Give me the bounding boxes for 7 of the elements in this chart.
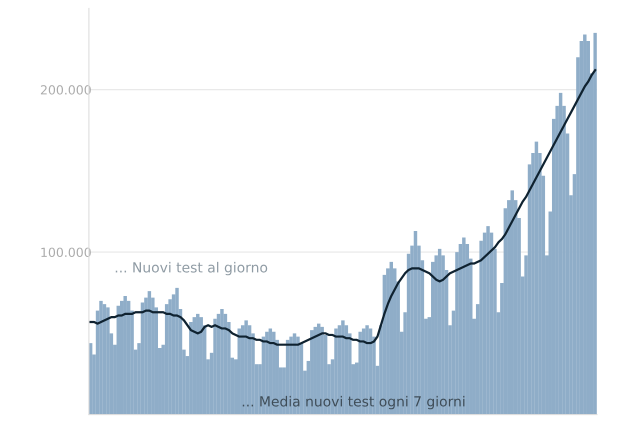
y-tick-label: 100.000 xyxy=(41,248,91,258)
y-tick-label: 200.000 xyxy=(40,85,91,95)
annotation: ... Media nuovi test ogni 7 giorni xyxy=(242,396,464,410)
bar xyxy=(238,328,241,415)
annotation: ... Nuovi test al giorno xyxy=(116,262,268,276)
bar xyxy=(106,307,110,415)
line-series xyxy=(90,69,596,346)
